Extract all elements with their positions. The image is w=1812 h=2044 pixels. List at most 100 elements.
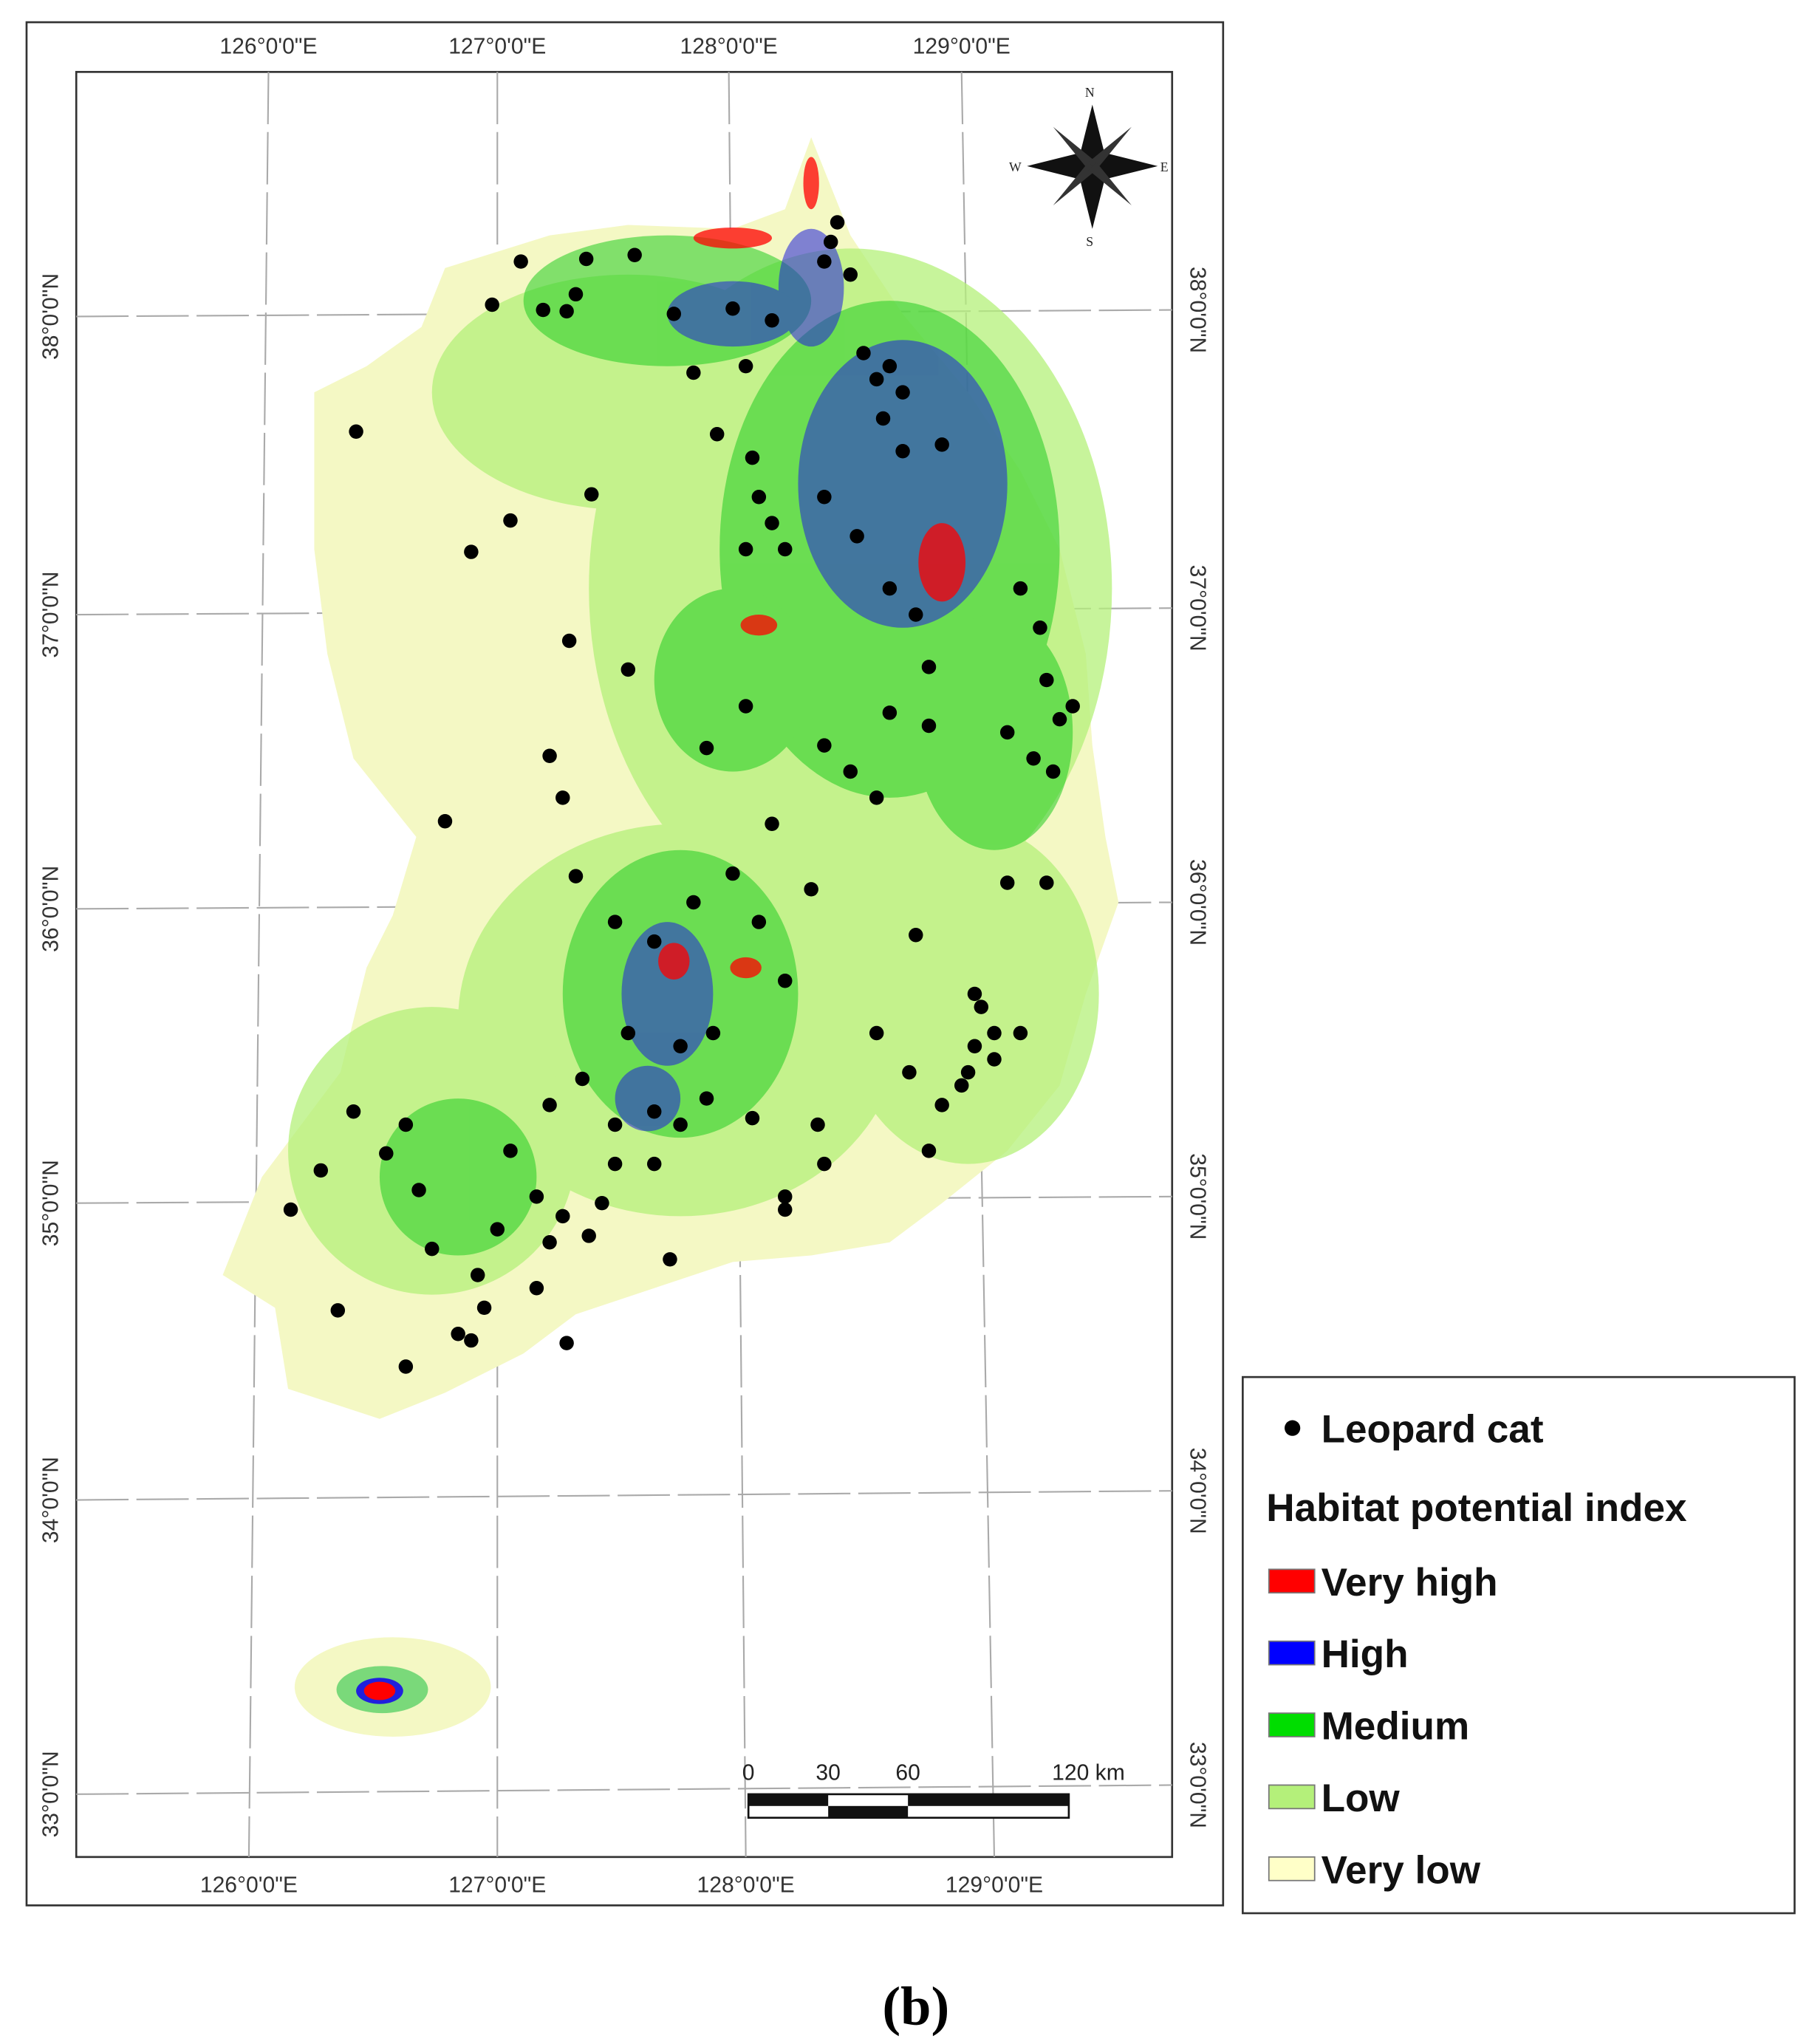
leopard-cat-point [620, 1025, 636, 1041]
legend-swatch [1268, 1784, 1316, 1810]
leopard-cat-point [646, 1156, 662, 1172]
leopard-cat-point [987, 1052, 1002, 1067]
bottom-longitude: 128°0'0"E [697, 1873, 795, 1898]
leopard-cat-point [620, 662, 636, 677]
leopard-cat-point [330, 1303, 346, 1318]
leopard-cat-point [470, 1268, 485, 1282]
leopard-cat-point [751, 915, 767, 929]
leopard-cat-point [902, 1064, 917, 1080]
bottom-longitude: 129°0'0"E [946, 1873, 1043, 1898]
leopard-cat-point [529, 1189, 544, 1204]
leopard-cat-point [765, 516, 779, 530]
legend-box [1242, 1375, 1796, 1915]
left-latitude: 36°0'0"N [38, 866, 63, 952]
leopard-cat-point [464, 1333, 479, 1348]
leopard-cat-point [490, 1222, 505, 1237]
right-latitude: 37°0'0"N [1186, 565, 1210, 652]
leopard-cat-point [751, 489, 767, 505]
north-arrow: N S W E [1009, 85, 1169, 249]
leopard-cat-point [778, 1202, 793, 1217]
left-latitude: 35°0'0"N [38, 1160, 63, 1246]
right-latitude: 33°0'0"N [1186, 1742, 1210, 1828]
leopard-cat-point [765, 312, 779, 328]
leopard-cat-point [1045, 764, 1061, 779]
leopard-cat-point [999, 725, 1015, 740]
leopard-cat-point [999, 875, 1015, 890]
leopard-cat-point [960, 1064, 976, 1080]
legend-swatch [1268, 1640, 1316, 1666]
leopard-cat-point [686, 365, 701, 380]
leopard-cat-point [513, 254, 528, 269]
leopard-cat-point [476, 1300, 492, 1316]
leopard-cat-point [607, 1156, 623, 1172]
leopard-cat-point [451, 1326, 465, 1341]
legend-swatch [1268, 1712, 1316, 1737]
leopard-cat-point [1026, 751, 1041, 766]
right-latitude: 34°0'0"N [1186, 1448, 1210, 1534]
graticule-labels: 126°0'0"E 127°0'0"E 128°0'0"E 129°0'0"E 126°… [38, 35, 1209, 1898]
leopard-cat-point [555, 1209, 570, 1224]
leopard-cat-point [568, 287, 584, 302]
leopard-cat-point [705, 1025, 721, 1041]
top-longitude: 128°0'0"E [680, 35, 778, 59]
land [222, 137, 1119, 1737]
leopard-cat-point [725, 866, 740, 881]
legend-label: Medium [1322, 1705, 1470, 1749]
leopard-cat-point [627, 247, 642, 262]
jeju-very-high [363, 1681, 396, 1701]
leopard-cat-point [581, 1228, 596, 1243]
leopard-cat-point [646, 1104, 662, 1119]
leopard-cat-point [575, 1071, 590, 1087]
leopard-cat-point [738, 699, 753, 714]
leopard-cat-point [895, 385, 910, 400]
leopard-cat-point [921, 1144, 937, 1158]
leopard-cat-point [555, 790, 570, 805]
left-latitude: 38°0'0"N [38, 273, 63, 360]
leopard-cat-point [346, 1104, 361, 1119]
right-latitude: 35°0'0"N [1186, 1153, 1210, 1240]
leopard-cat-point [921, 660, 937, 674]
leopard-cat-point [745, 450, 760, 465]
leopard-cat-point [817, 254, 832, 269]
leopard-cat-point [1065, 699, 1080, 714]
leopard-cat-point [830, 215, 845, 230]
leopard-cat-point [778, 973, 793, 988]
leopard-cat-point [584, 487, 599, 502]
leopard-cat-point [485, 297, 499, 312]
leopard-cat-point [607, 1117, 623, 1132]
leopard-cat-point [921, 718, 937, 734]
leopard-cat-point [379, 1146, 394, 1161]
leopard-cat-point [967, 1039, 982, 1053]
legend-point-label: Leopard cat [1322, 1408, 1544, 1452]
leopard-cat-point [542, 1098, 557, 1112]
leopard-cat-point [869, 790, 884, 805]
leopard-cat-point [283, 1202, 298, 1217]
leopard-cat-point [1039, 672, 1054, 688]
leopard-cat-point [425, 1241, 440, 1257]
leopard-cat-point [561, 633, 577, 649]
leopard-cat-point [411, 1183, 426, 1197]
scale-label: 0 [742, 1760, 755, 1785]
legend-label: Very low [1322, 1848, 1481, 1892]
occurrence-points [283, 215, 1080, 1374]
bottom-longitude: 126°0'0"E [200, 1873, 298, 1898]
leopard-cat-point [882, 705, 898, 720]
leopard-cat-point [529, 1281, 544, 1296]
leopard-cat-point [1013, 1025, 1028, 1041]
leopard-cat-point [778, 1189, 793, 1204]
caption: (b) [882, 1976, 949, 2037]
leopard-cat-point [464, 544, 479, 559]
leopard-cat-point [882, 358, 898, 374]
top-longitude: 126°0'0"E [219, 35, 317, 59]
leopard-cat-point [313, 1163, 329, 1178]
leopard-cat-point [738, 358, 753, 374]
leopard-cat-point [974, 999, 989, 1014]
leopard-cat-point [856, 346, 871, 360]
leopard-cat-point [934, 437, 949, 452]
leopard-cat-point [568, 869, 584, 883]
leopard-cat-point [725, 301, 740, 316]
right-latitude: 36°0'0"N [1186, 859, 1210, 946]
leopard-cat-point [1052, 711, 1067, 727]
scale-bar: 0 30 60 120 km [742, 1760, 1125, 1819]
